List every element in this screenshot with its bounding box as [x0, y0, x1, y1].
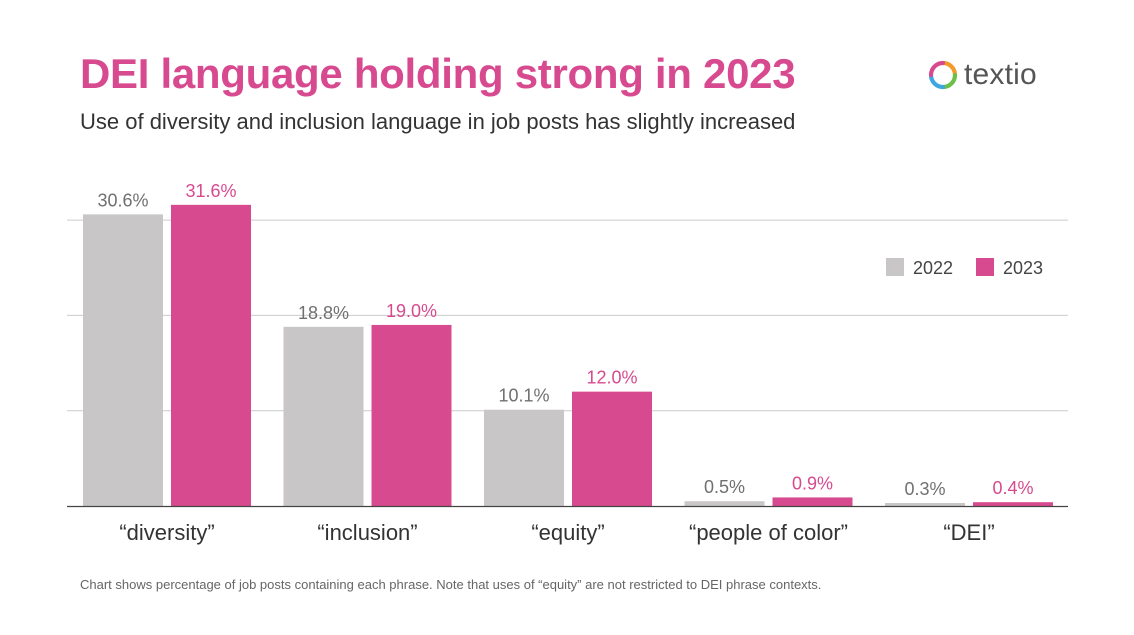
- data-label-2022-3: 10.1%: [498, 386, 549, 406]
- data-label-2023-5: 0.4%: [992, 478, 1033, 498]
- data-label-2023-3: 12.0%: [586, 368, 637, 388]
- bar-2022-5: [885, 503, 965, 506]
- category-label: “DEI”: [943, 520, 994, 545]
- chart-footnote: Chart shows percentage of job posts cont…: [80, 577, 822, 592]
- textio-logo: textio: [928, 58, 1037, 92]
- data-label-2022-5: 0.3%: [904, 479, 945, 499]
- chart-title: DEI language holding strong in 2023: [80, 50, 796, 97]
- data-label-2022-1: 30.6%: [97, 190, 148, 210]
- category-label: “inclusion”: [317, 520, 417, 545]
- category-label: “people of color”: [689, 520, 848, 545]
- bar-2022-2: [283, 326, 364, 506]
- bar-2023-3: [572, 391, 652, 506]
- logo-text: textio: [964, 58, 1037, 91]
- data-label-2022-4: 0.5%: [704, 477, 745, 497]
- bar-2022-4: [684, 501, 765, 506]
- category-label: “equity”: [531, 520, 604, 545]
- data-label-2023-2: 19.0%: [386, 301, 437, 321]
- data-label-2022-2: 18.8%: [298, 303, 349, 323]
- bar-2023-4: [772, 497, 853, 506]
- category-label: “diversity”: [119, 520, 214, 545]
- textio-logo-icon: [928, 60, 958, 90]
- legend-swatch-2022: [886, 258, 904, 276]
- chart-subtitle: Use of diversity and inclusion language …: [80, 109, 796, 134]
- bar-2022-1: [83, 214, 163, 506]
- legend-label-2022: 2022: [913, 258, 953, 278]
- data-label-2023-4: 0.9%: [792, 473, 833, 493]
- bar-2023-5: [973, 502, 1053, 506]
- bar-2023-1: [171, 204, 251, 507]
- bar-2023-2: [371, 324, 452, 506]
- legend-label-2023: 2023: [1003, 258, 1043, 278]
- data-label-2023-1: 31.6%: [185, 181, 236, 201]
- bar-2022-3: [484, 409, 564, 506]
- legend-swatch-2023: [976, 258, 994, 276]
